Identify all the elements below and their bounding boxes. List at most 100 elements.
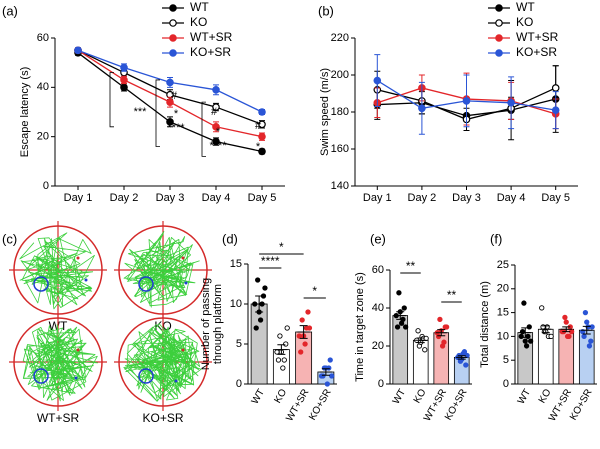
x-tick-label: Day 2 <box>110 192 139 204</box>
annotation: ** <box>406 259 416 273</box>
legend-label: KO+SR <box>190 45 231 59</box>
y-tick-label: 15 <box>230 258 242 270</box>
group-label: KO+SR <box>142 411 183 425</box>
end-dot <box>174 379 178 383</box>
y-tick-label: 180 <box>331 106 349 118</box>
platform <box>33 276 49 292</box>
annotation: * <box>174 108 179 120</box>
data-point <box>443 324 450 330</box>
annotation: **** <box>261 254 280 268</box>
x-tick-label: Day 4 <box>202 192 231 204</box>
point <box>166 78 174 87</box>
data-point <box>299 317 305 323</box>
data-point <box>324 381 330 387</box>
legend-label: WT+SR <box>190 30 233 44</box>
y-tick-label: 20 <box>372 340 384 352</box>
data-point <box>525 333 531 340</box>
data-point <box>394 324 401 330</box>
x-tick-label: Day 1 <box>363 192 392 204</box>
y-tick-label: 0 <box>503 378 509 390</box>
x-tick-label: KO <box>537 387 554 405</box>
x-tick-label: WT <box>391 387 408 406</box>
data-point <box>521 300 527 306</box>
data-point <box>518 333 524 340</box>
error-bar <box>519 327 531 338</box>
y-tick-label: 60 <box>372 264 384 276</box>
error-bar <box>252 295 266 313</box>
point <box>74 46 82 55</box>
legend-label: WT <box>516 0 535 14</box>
data-point <box>437 316 443 323</box>
x-tick-label: Day 4 <box>497 192 526 204</box>
annotation: # <box>211 106 218 118</box>
y-tick-label: 200 <box>331 69 349 81</box>
group-label: WT+SR <box>37 411 80 425</box>
x-tick-label: Day 3 <box>156 192 185 204</box>
y-tick-label: 20 <box>37 131 49 143</box>
point <box>166 118 174 126</box>
legend-label: WT+SR <box>516 30 559 44</box>
annotation: * <box>312 284 317 298</box>
y-axis-label: Swim speed (m/s) <box>319 68 331 156</box>
y-tick-label: 10 <box>497 330 509 342</box>
x-tick-label: Day 1 <box>64 192 93 204</box>
data-point <box>581 333 587 340</box>
x-tick-label: KO <box>412 387 429 405</box>
legend-marker <box>495 34 503 42</box>
legend-marker <box>169 34 177 42</box>
data-point <box>302 341 308 347</box>
data-point <box>283 341 289 347</box>
data-point <box>280 365 286 371</box>
point <box>120 63 128 72</box>
data-point <box>275 357 282 363</box>
error-bar <box>560 326 572 333</box>
x-tick-label: Day 3 <box>452 192 481 204</box>
data-point <box>526 324 532 330</box>
data-point <box>435 333 442 340</box>
y-tick-label: 0 <box>236 378 242 390</box>
end-dot <box>74 376 78 380</box>
data-point <box>548 333 554 340</box>
legend-marker <box>495 49 503 57</box>
point <box>258 108 266 116</box>
data-point <box>253 325 259 331</box>
start-dot <box>76 256 80 260</box>
start-dot <box>76 348 80 352</box>
platform <box>33 368 49 384</box>
panel-label: (d) <box>222 231 238 246</box>
point <box>212 86 220 94</box>
data-point <box>296 333 302 339</box>
data-point <box>257 317 264 323</box>
data-point <box>586 343 593 349</box>
data-point <box>415 328 421 334</box>
data-point <box>519 328 526 335</box>
legend-label: KO+SR <box>516 45 557 59</box>
data-point <box>284 325 290 331</box>
point <box>258 132 266 141</box>
swim-path <box>19 232 95 310</box>
error-bar <box>456 355 468 360</box>
panel-label: (c) <box>2 231 17 246</box>
y-tick-label: 40 <box>372 302 384 314</box>
data-point <box>401 305 407 311</box>
annotation: * <box>256 141 261 153</box>
panel-label: (f) <box>490 231 502 246</box>
y-tick-label: 0 <box>43 180 49 192</box>
y-axis-label: Total distance (m) <box>479 281 491 368</box>
point <box>551 106 560 114</box>
y-axis-label: Time in target zone (s) <box>354 272 366 382</box>
error-bar <box>319 368 333 376</box>
point <box>373 76 382 85</box>
x-tick-label: WT <box>516 387 533 406</box>
annotation: **** <box>209 140 227 152</box>
point <box>462 97 471 105</box>
data-point <box>527 338 534 344</box>
point <box>120 83 128 92</box>
data-point <box>523 343 530 349</box>
y-tick-label: 20 <box>497 283 509 295</box>
point <box>212 123 220 131</box>
annotation: * <box>216 126 221 138</box>
bracket <box>109 72 114 128</box>
data-point <box>255 277 261 283</box>
panel-label: (e) <box>370 231 386 246</box>
